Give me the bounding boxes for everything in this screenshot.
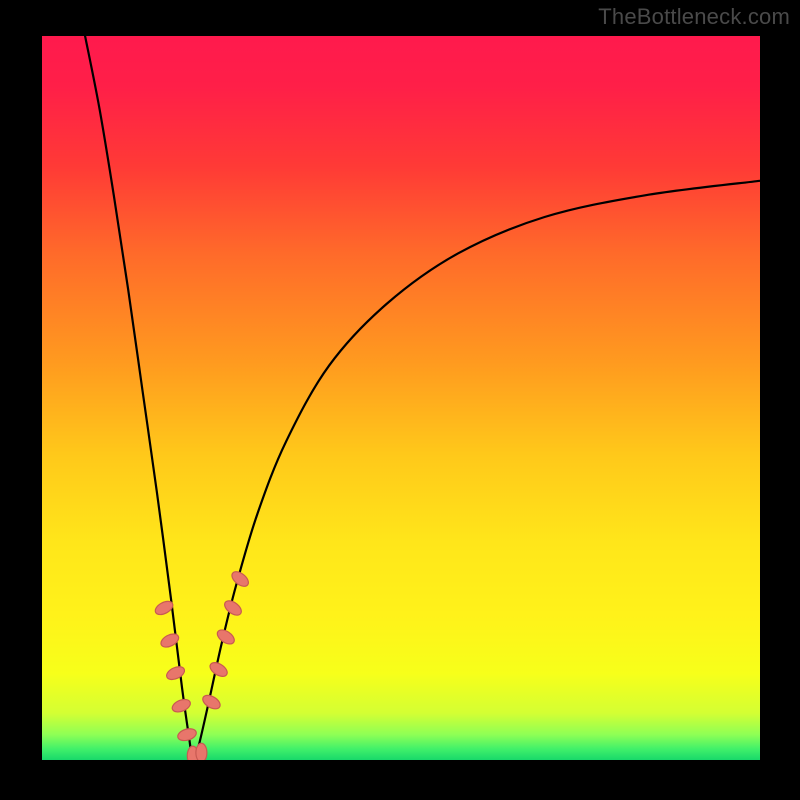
chart-background bbox=[42, 36, 760, 760]
curve-marker bbox=[196, 743, 207, 762]
bottleneck-chart bbox=[0, 0, 800, 800]
watermark-text: TheBottleneck.com bbox=[598, 4, 790, 30]
